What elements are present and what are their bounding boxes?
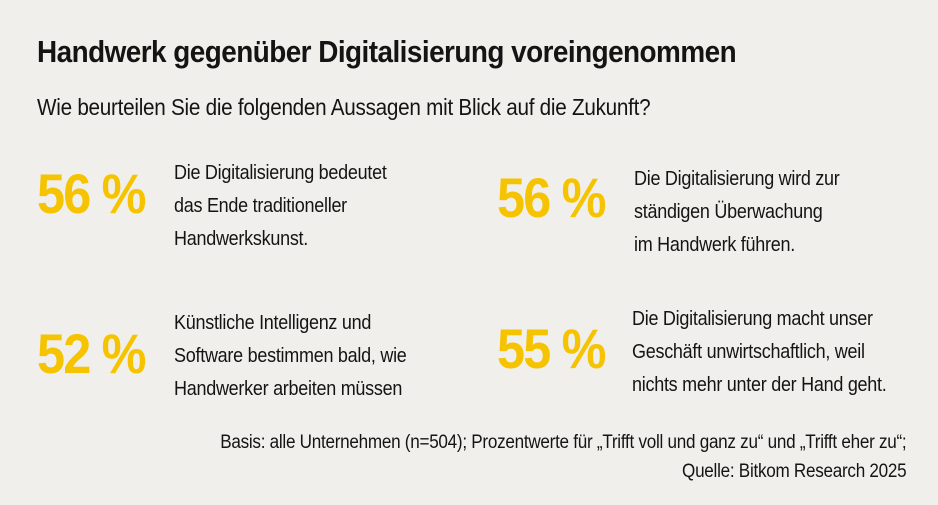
stat-1-label: Die Digitalisierung bedeutet das Ende tr… <box>174 162 387 250</box>
stat-3-label: Künstliche Intelligenz und Software best… <box>174 312 407 400</box>
stat-3-percent: 52 % <box>37 322 146 385</box>
stat-4-label: Die Digitalisierung macht unser Geschäft… <box>632 308 887 396</box>
stat-1-percent: 56 % <box>37 162 146 225</box>
stat-2-label: Die Digitalisierung wird zur ständigen Ü… <box>634 168 840 256</box>
footer-basis: Basis: alle Unternehmen (n=504); Prozent… <box>219 432 906 453</box>
stat-2-percent: 56 % <box>497 166 606 229</box>
chart-title: Handwerk gegenüber Digitalisierung vorei… <box>37 34 737 69</box>
stat-4-percent: 55 % <box>497 317 606 380</box>
chart-footer: Basis: alle Unternehmen (n=504); Prozent… <box>220 428 906 486</box>
chart-subtitle: Wie beurteilen Sie die folgenden Aussage… <box>37 94 651 120</box>
footer-source: Quelle: Bitkom Research 2025 <box>681 461 907 482</box>
